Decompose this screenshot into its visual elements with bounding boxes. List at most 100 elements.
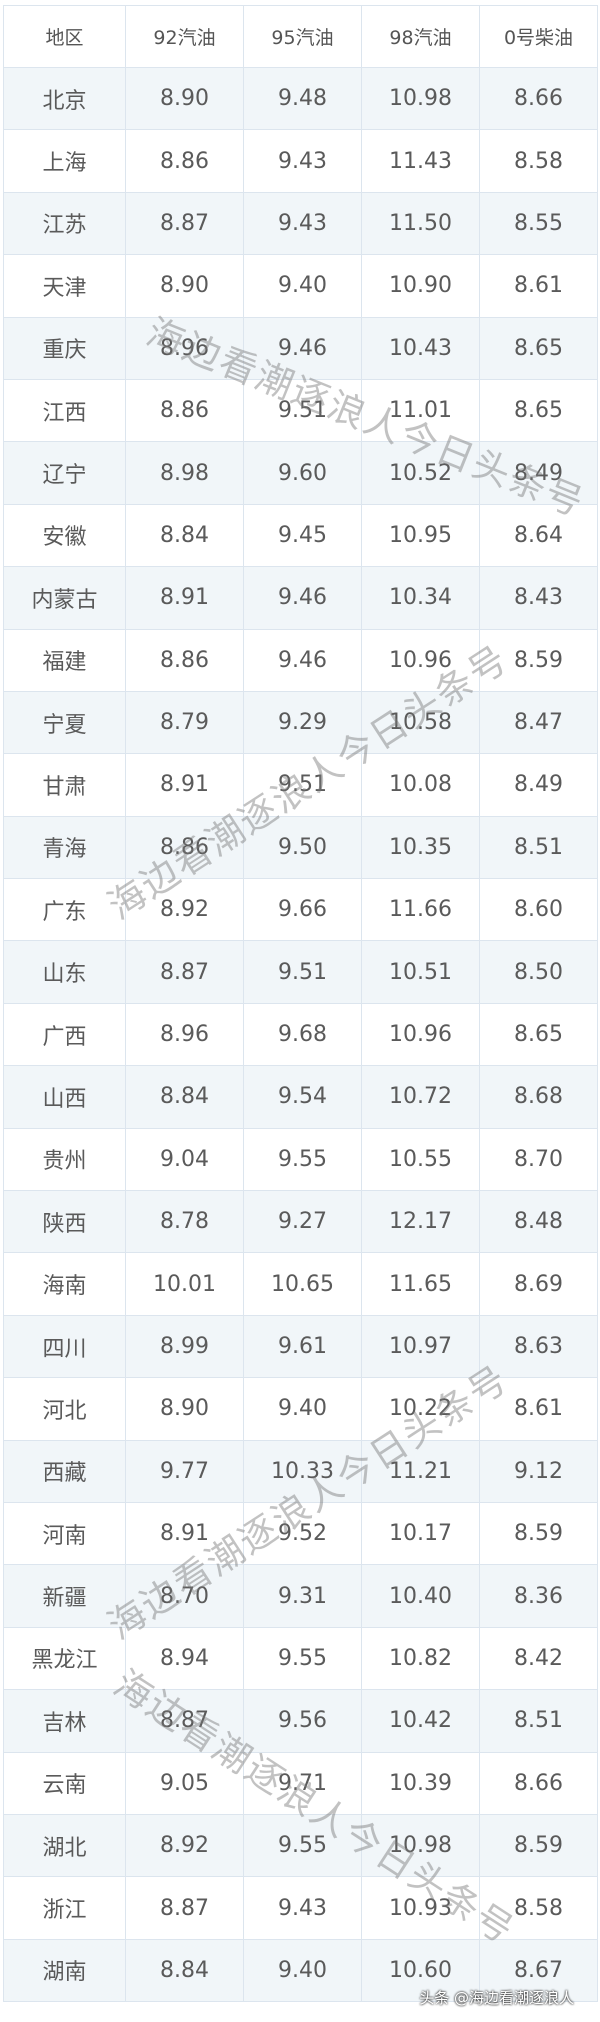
price-cell: 9.29 xyxy=(243,690,362,755)
region-cell: 四川 xyxy=(3,1314,126,1379)
region-cell: 江西 xyxy=(3,378,126,443)
region-cell: 新疆 xyxy=(3,1564,126,1628)
price-cell: 8.91 xyxy=(125,1501,244,1566)
price-cell: 8.79 xyxy=(125,690,244,755)
price-cell: 8.64 xyxy=(479,503,598,568)
region-cell: 上海 xyxy=(3,129,126,193)
price-cell: 9.48 xyxy=(243,66,362,131)
price-cell: 10.33 xyxy=(243,1439,362,1503)
price-cell: 8.59 xyxy=(479,1501,598,1566)
table-row: 江西 8.86 9.51 11.01 8.65 xyxy=(3,378,598,443)
price-cell: 10.43 xyxy=(361,316,480,380)
price-cell: 10.40 xyxy=(361,1564,480,1628)
table-row: 辽宁 8.98 9.60 10.52 8.49 xyxy=(3,441,598,505)
region-cell: 内蒙古 xyxy=(3,566,126,630)
price-cell: 8.63 xyxy=(479,1314,598,1379)
price-cell: 10.72 xyxy=(361,1065,480,1129)
price-cell: 8.47 xyxy=(479,690,598,755)
price-cell: 8.65 xyxy=(479,316,598,380)
price-cell: 8.99 xyxy=(125,1314,244,1379)
price-cell: 10.35 xyxy=(361,815,480,880)
table-row: 山西 8.84 9.54 10.72 8.68 xyxy=(3,1065,598,1129)
price-cell: 8.70 xyxy=(125,1564,244,1628)
price-cell: 9.43 xyxy=(243,129,362,193)
price-cell: 9.61 xyxy=(243,1314,362,1379)
price-cell: 8.61 xyxy=(479,254,598,318)
price-cell: 10.98 xyxy=(361,66,480,131)
price-cell: 9.43 xyxy=(243,1876,362,1940)
price-cell: 8.59 xyxy=(479,1813,598,1878)
price-cell: 8.87 xyxy=(125,1876,244,1940)
price-cell: 8.58 xyxy=(479,129,598,193)
price-cell: 9.56 xyxy=(243,1689,362,1753)
table-row: 西藏 9.77 10.33 11.21 9.12 xyxy=(3,1439,598,1503)
price-cell: 10.58 xyxy=(361,690,480,755)
table-row: 北京 8.90 9.48 10.98 8.66 xyxy=(3,66,598,131)
region-cell: 福建 xyxy=(3,628,126,692)
region-cell: 广东 xyxy=(3,878,126,942)
table-row: 云南 9.05 9.71 10.39 8.66 xyxy=(3,1751,598,1815)
table-row: 浙江 8.87 9.43 10.93 8.58 xyxy=(3,1876,598,1940)
price-cell: 8.87 xyxy=(125,940,244,1004)
price-cell: 8.59 xyxy=(479,628,598,692)
price-cell: 8.68 xyxy=(479,1065,598,1129)
region-cell: 重庆 xyxy=(3,316,126,380)
price-cell: 10.97 xyxy=(361,1314,480,1379)
table-header-row: 地区 92汽油 95汽油 98汽油 0号柴油 xyxy=(3,5,598,68)
column-header: 92汽油 xyxy=(125,5,244,68)
price-cell: 8.50 xyxy=(479,940,598,1004)
price-cell: 8.42 xyxy=(479,1626,598,1691)
price-cell: 8.66 xyxy=(479,1751,598,1815)
price-cell: 8.84 xyxy=(125,1065,244,1129)
price-cell: 8.78 xyxy=(125,1190,244,1254)
price-cell: 9.51 xyxy=(243,753,362,817)
region-cell: 山东 xyxy=(3,940,126,1004)
price-cell: 10.34 xyxy=(361,566,480,630)
price-cell: 10.93 xyxy=(361,1876,480,1940)
region-cell: 西藏 xyxy=(3,1439,126,1503)
region-cell: 海南 xyxy=(3,1252,126,1316)
price-cell: 8.55 xyxy=(479,191,598,256)
table-row: 甘肃 8.91 9.51 10.08 8.49 xyxy=(3,753,598,817)
table-row: 青海 8.86 9.50 10.35 8.51 xyxy=(3,815,598,880)
price-cell: 9.50 xyxy=(243,815,362,880)
table-row: 陕西 8.78 9.27 12.17 8.48 xyxy=(3,1190,598,1254)
table-row: 贵州 9.04 9.55 10.55 8.70 xyxy=(3,1127,598,1192)
price-cell: 10.42 xyxy=(361,1689,480,1753)
column-header: 98汽油 xyxy=(361,5,480,68)
footer-attribution: 头条 @海边看潮逐浪人 xyxy=(419,1989,574,2007)
table-row: 湖南 8.84 9.40 10.60 8.67 xyxy=(3,1938,598,2003)
price-cell: 8.67 xyxy=(479,1938,598,2003)
price-cell: 9.66 xyxy=(243,878,362,942)
price-cell: 8.48 xyxy=(479,1190,598,1254)
price-cell: 10.39 xyxy=(361,1751,480,1815)
price-cell: 9.27 xyxy=(243,1190,362,1254)
price-cell: 8.66 xyxy=(479,66,598,131)
price-cell: 8.51 xyxy=(479,1689,598,1753)
price-cell: 10.17 xyxy=(361,1501,480,1566)
price-cell: 10.55 xyxy=(361,1127,480,1192)
price-cell: 9.51 xyxy=(243,378,362,443)
region-cell: 河北 xyxy=(3,1377,126,1441)
region-cell: 山西 xyxy=(3,1065,126,1129)
region-cell: 陕西 xyxy=(3,1190,126,1254)
table-row: 天津 8.90 9.40 10.90 8.61 xyxy=(3,254,598,318)
price-cell: 8.87 xyxy=(125,1689,244,1753)
price-cell: 8.43 xyxy=(479,566,598,630)
price-cell: 9.55 xyxy=(243,1626,362,1691)
region-cell: 青海 xyxy=(3,815,126,880)
price-cell: 8.91 xyxy=(125,753,244,817)
price-cell: 9.43 xyxy=(243,191,362,256)
oil-price-table: 地区 92汽油 95汽油 98汽油 0号柴油 北京 8.90 9.48 10.98 8.66 上海… xyxy=(3,5,598,2003)
price-cell: 8.90 xyxy=(125,254,244,318)
table-row: 广西 8.96 9.68 10.96 8.65 xyxy=(3,1002,598,1067)
price-cell: 8.92 xyxy=(125,878,244,942)
price-cell: 8.60 xyxy=(479,878,598,942)
price-cell: 9.60 xyxy=(243,441,362,505)
price-cell: 8.49 xyxy=(479,753,598,817)
price-cell: 8.61 xyxy=(479,1377,598,1441)
price-cell: 10.65 xyxy=(243,1252,362,1316)
table-row: 四川 8.99 9.61 10.97 8.63 xyxy=(3,1314,598,1379)
region-cell: 云南 xyxy=(3,1751,126,1815)
price-cell: 9.55 xyxy=(243,1127,362,1192)
